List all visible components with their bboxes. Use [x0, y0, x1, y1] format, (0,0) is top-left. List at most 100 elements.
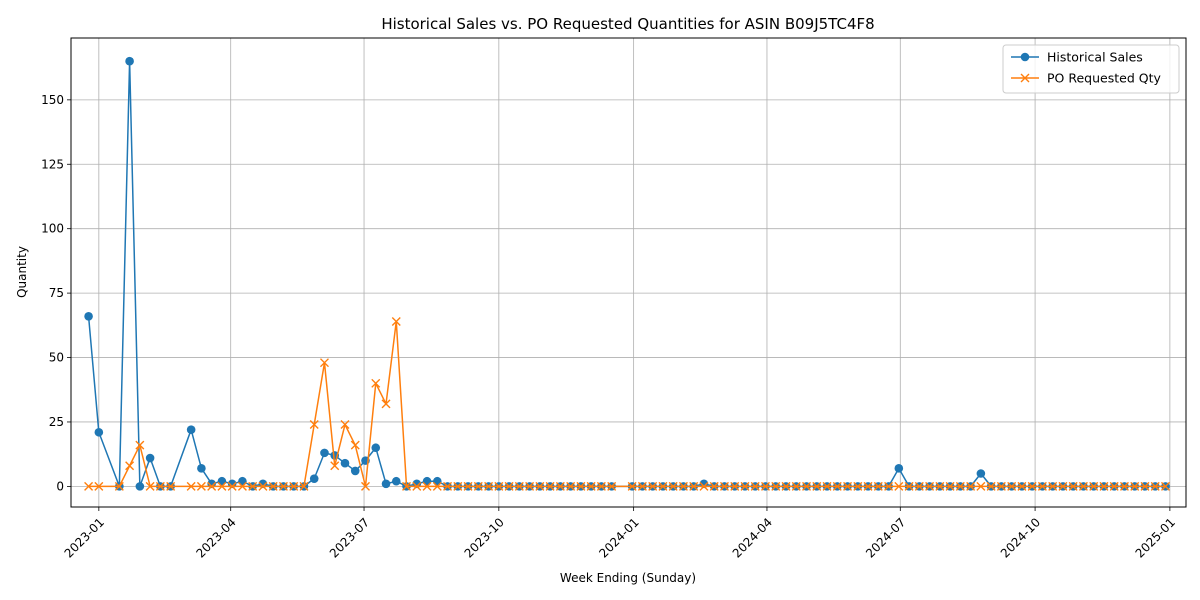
data-point-po-requested-qty — [258, 481, 268, 491]
data-point-historical-sales — [976, 469, 986, 478]
data-point-po-requested-qty — [730, 481, 740, 491]
data-point-po-requested-qty — [504, 481, 514, 491]
data-point-po-requested-qty — [443, 481, 453, 491]
y-tick-label: 100 — [41, 222, 64, 236]
legend-marker-po-requested-qty — [1020, 73, 1030, 83]
data-point-po-requested-qty — [545, 481, 555, 491]
data-point-po-requested-qty — [719, 481, 729, 491]
data-point-po-requested-qty — [668, 481, 678, 491]
data-point-po-requested-qty — [114, 481, 124, 491]
data-point-po-requested-qty — [658, 481, 668, 491]
data-point-historical-sales — [340, 458, 350, 468]
data-point-po-requested-qty — [576, 481, 586, 491]
data-point-po-requested-qty — [607, 481, 617, 491]
data-point-po-requested-qty — [966, 481, 976, 491]
data-point-po-requested-qty — [771, 481, 781, 491]
data-point-po-requested-qty — [268, 481, 278, 491]
y-tick-label: 25 — [49, 415, 64, 429]
data-point-po-requested-qty — [596, 481, 606, 491]
chart-title: Historical Sales vs. PO Requested Quanti… — [381, 15, 874, 33]
data-point-historical-sales — [350, 466, 360, 476]
data-point-po-requested-qty — [689, 481, 699, 491]
data-point-po-requested-qty — [925, 481, 935, 491]
data-point-historical-sales — [381, 479, 391, 489]
data-point-po-requested-qty — [1099, 481, 1109, 491]
data-point-po-requested-qty — [186, 481, 196, 491]
legend-marker-historical-sales — [1020, 52, 1030, 62]
data-point-po-requested-qty — [1078, 481, 1088, 491]
data-point-historical-sales — [145, 453, 155, 463]
y-axis-label: Quantity — [15, 246, 29, 298]
data-point-po-requested-qty — [781, 481, 791, 491]
data-point-historical-sales — [84, 312, 93, 321]
data-point-po-requested-qty — [361, 481, 370, 491]
data-point-po-requested-qty — [412, 481, 422, 491]
data-point-po-requested-qty — [863, 481, 873, 491]
data-point-po-requested-qty — [289, 481, 299, 491]
data-point-po-requested-qty — [1109, 481, 1119, 491]
y-tick-label: 75 — [49, 286, 64, 300]
data-point-po-requested-qty — [278, 481, 288, 491]
data-point-po-requested-qty — [453, 481, 463, 491]
data-point-historical-sales — [371, 443, 381, 453]
data-point-po-requested-qty — [873, 481, 883, 491]
data-point-po-requested-qty — [84, 481, 94, 491]
series-layer — [84, 56, 1170, 491]
data-point-historical-sales — [186, 425, 196, 434]
data-point-po-requested-qty — [463, 481, 473, 491]
data-point-po-requested-qty — [1027, 481, 1037, 491]
data-point-po-requested-qty — [391, 316, 401, 326]
data-point-historical-sales — [309, 474, 319, 483]
data-point-po-requested-qty — [340, 420, 350, 430]
data-point-historical-sales — [135, 482, 145, 491]
data-point-po-requested-qty — [1007, 481, 1017, 491]
data-point-po-requested-qty — [802, 481, 812, 491]
data-point-po-requested-qty — [750, 481, 760, 491]
data-point-po-requested-qty — [843, 481, 853, 491]
data-point-po-requested-qty — [699, 481, 709, 491]
data-point-po-requested-qty — [166, 481, 176, 491]
data-point-po-requested-qty — [432, 481, 442, 491]
data-point-po-requested-qty — [155, 481, 165, 491]
data-point-po-requested-qty — [299, 481, 309, 491]
data-point-po-requested-qty — [1037, 481, 1047, 491]
data-point-po-requested-qty — [760, 481, 770, 491]
data-point-po-requested-qty — [1140, 481, 1150, 491]
data-point-po-requested-qty — [237, 481, 247, 491]
data-point-po-requested-qty — [1130, 481, 1140, 491]
data-point-po-requested-qty — [935, 481, 945, 491]
y-tick-label: 0 — [56, 479, 64, 493]
data-point-po-requested-qty — [945, 481, 955, 491]
data-point-po-requested-qty — [566, 481, 576, 491]
series-po-requested-qty — [84, 316, 1170, 491]
plot-frame — [70, 37, 1187, 508]
data-point-po-requested-qty — [832, 481, 842, 491]
data-point-po-requested-qty — [422, 481, 432, 491]
data-point-po-requested-qty — [196, 481, 206, 491]
data-point-po-requested-qty — [648, 481, 658, 491]
data-point-po-requested-qty — [853, 481, 863, 491]
data-point-historical-sales — [94, 427, 104, 437]
data-point-po-requested-qty — [1048, 481, 1058, 491]
data-point-po-requested-qty — [955, 481, 965, 491]
data-point-po-requested-qty — [473, 481, 483, 491]
data-point-po-requested-qty — [894, 481, 904, 491]
data-point-po-requested-qty — [330, 461, 340, 471]
y-tick-label: 125 — [41, 157, 64, 171]
data-point-historical-sales — [125, 56, 134, 66]
x-axis-label: Week Ending (Sunday) — [560, 571, 696, 585]
data-point-po-requested-qty — [791, 481, 801, 491]
data-point-po-requested-qty — [678, 481, 688, 491]
data-point-po-requested-qty — [627, 481, 637, 491]
data-point-po-requested-qty — [1089, 481, 1099, 491]
data-point-po-requested-qty — [1017, 481, 1027, 491]
data-point-po-requested-qty — [371, 378, 381, 388]
data-point-po-requested-qty — [822, 481, 832, 491]
data-point-historical-sales — [320, 448, 329, 458]
data-point-po-requested-qty — [637, 481, 647, 491]
data-point-po-requested-qty — [135, 440, 145, 450]
data-point-po-requested-qty — [1119, 481, 1129, 491]
data-point-po-requested-qty — [914, 481, 924, 491]
y-axis-ticks: 0 25 50 75 100 125 150 — [41, 93, 71, 493]
